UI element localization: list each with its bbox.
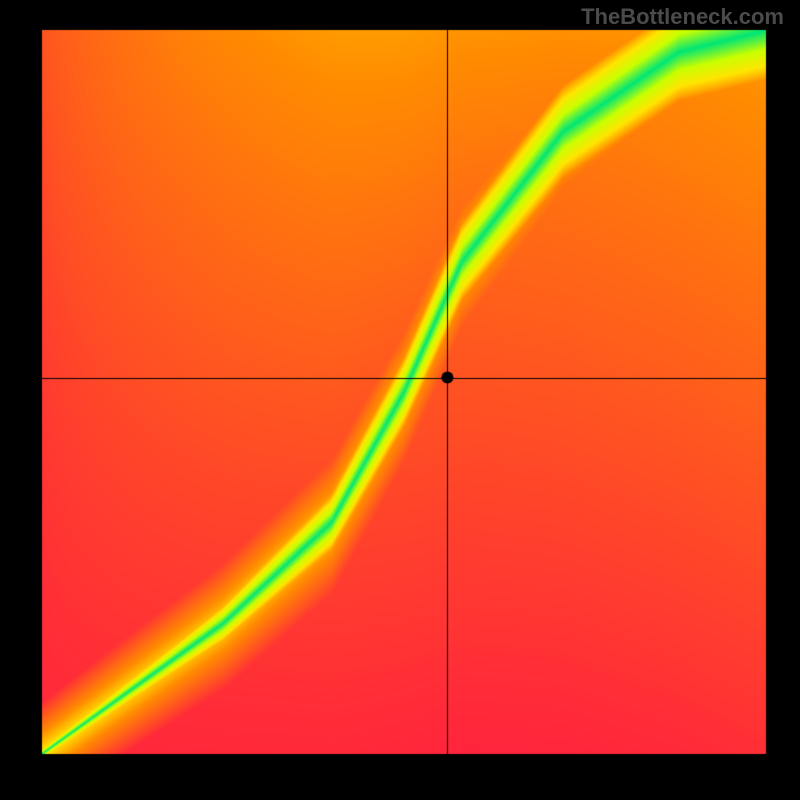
watermark-text: TheBottleneck.com [581, 4, 784, 30]
bottleneck-heatmap [0, 0, 800, 800]
